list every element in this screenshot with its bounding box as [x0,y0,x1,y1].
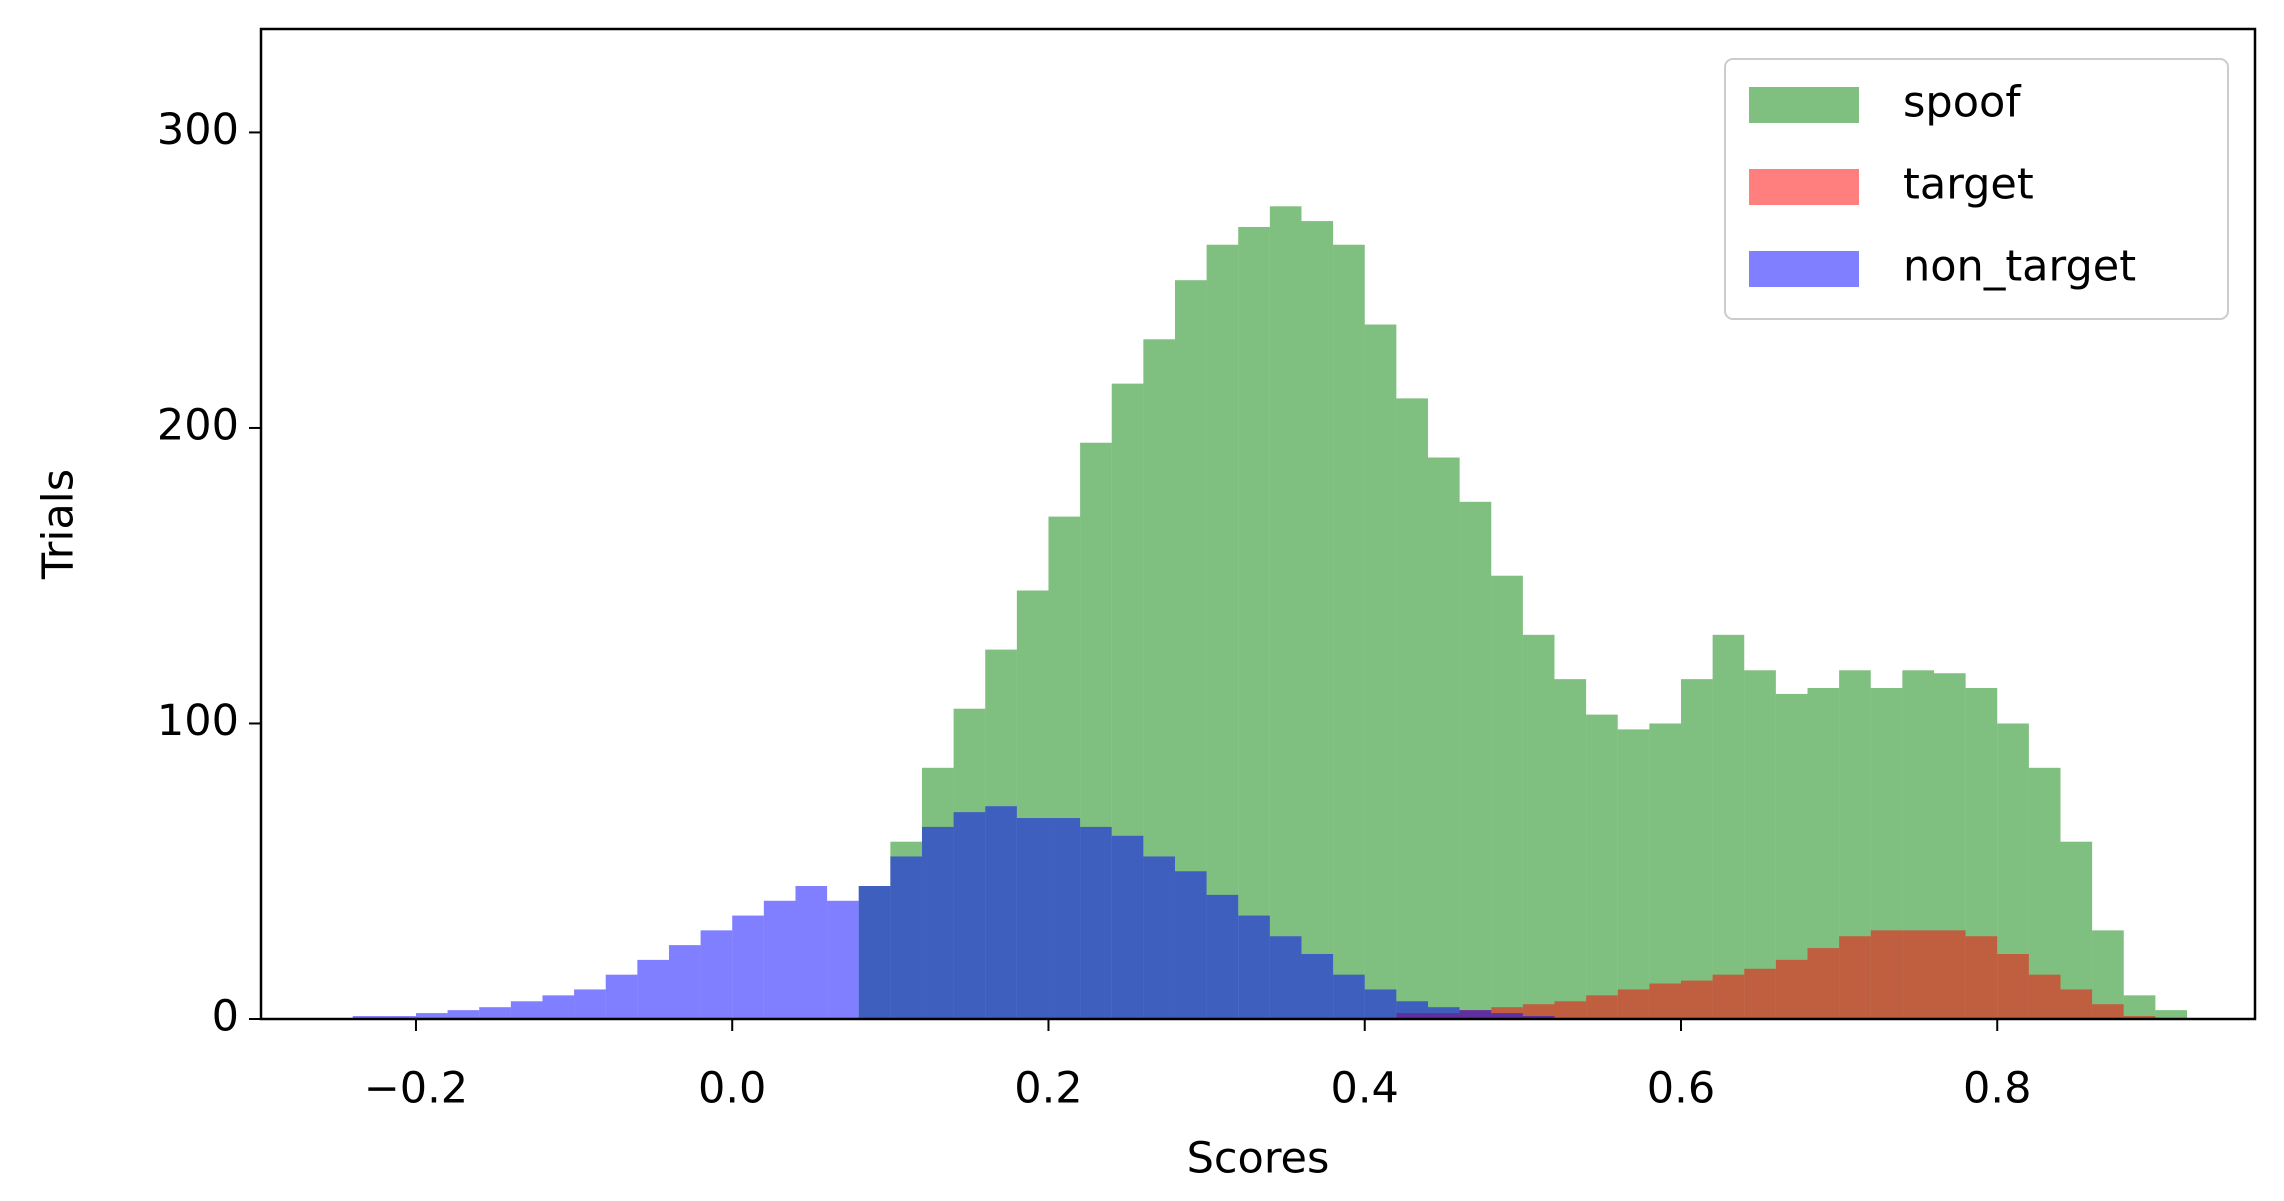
histogram-bar [1459,501,1492,1019]
y-tick-label: 100 [157,696,239,746]
histogram-bar [1744,670,1776,1019]
histogram-bar [1933,930,1966,1019]
x-tick-label: 0.8 [1963,1064,2031,1114]
y-tick-label: 0 [212,992,239,1042]
histogram-bar [1111,835,1144,1019]
histogram-bar [1680,679,1713,1019]
histogram-bar [2092,1004,2124,1019]
histogram-bar [1269,936,1302,1019]
x-tick-label: 0.0 [698,1064,766,1114]
x-tick-label: 0.4 [1331,1064,1399,1114]
histogram-bar [1333,244,1365,1020]
histogram-bar [1206,894,1239,1019]
histogram-bar [1459,1010,1492,1019]
histogram-bar [700,930,733,1019]
histogram-bar [1807,948,1840,1019]
histogram-bar [1997,953,2029,1019]
histogram-bar [1965,936,1998,1019]
histogram-bar [479,1007,511,1019]
histogram-bar [1364,989,1397,1019]
histogram-bar [1712,974,1745,1019]
histogram-bar [1364,324,1397,1019]
histogram-bar [1586,714,1618,1019]
histogram-bar [985,806,1017,1019]
x-tick-label: −0.2 [364,1064,468,1114]
legend-swatch [1749,169,1859,205]
histogram-bar [2123,1016,2156,1019]
histogram-bar [1522,1016,1555,1019]
histogram-bar [1048,818,1081,1019]
histogram-bar [2123,995,2156,1019]
histogram-bar [1080,826,1112,1019]
histogram-bar [1775,959,1808,1019]
histogram-bar [890,856,922,1019]
legend-label: non_target [1903,242,2136,292]
y-tick-label: 200 [157,400,239,450]
histogram-bar [1617,729,1650,1019]
y-tick-label: 300 [157,105,239,155]
histogram-bar [1649,983,1681,1019]
histogram-bar [2028,974,2061,1019]
histogram-bar [1554,1001,1587,1019]
histogram-bar [1174,871,1207,1019]
histogram-bar [1016,818,1049,1019]
histogram-bar [1491,575,1523,1019]
x-tick-label: 0.2 [1014,1064,1082,1114]
histogram-bar [574,989,606,1019]
histogram-bar [384,1016,416,1019]
histogram-bar [510,1001,543,1019]
histogram-bar [858,886,891,1019]
histogram-bar [1206,244,1239,1020]
histogram-bar [668,945,701,1019]
x-tick-label: 0.6 [1647,1064,1715,1114]
histogram-bar [1238,227,1270,1019]
histogram-bar [1427,457,1460,1020]
histogram-bar [732,915,764,1019]
histogram-bar [2060,989,2093,1019]
histogram-bar [763,900,796,1019]
histogram-bar [1586,995,1618,1019]
histogram-bar [1427,1007,1460,1019]
histogram-bar [1744,968,1776,1019]
histogram-bar [1712,634,1745,1019]
histogram-bar [1522,634,1555,1019]
histogram-bar [921,826,954,1019]
histogram-bar [447,1010,480,1019]
y-axis-label: Trials [34,469,84,580]
histogram-bar [637,959,669,1019]
histogram-bar [1396,398,1428,1020]
legend-label: target [1903,160,2034,210]
histogram-bar [1617,989,1650,1019]
histogram-bar [827,900,859,1019]
histogram-bar [2155,1010,2188,1019]
histogram-bar [1491,1013,1523,1019]
histogram-bar [1269,206,1302,1020]
x-axis-label: Scores [1187,1134,1330,1184]
histogram-bar [1396,1001,1428,1019]
histogram-bar [1522,1004,1555,1019]
histogram-bar [1870,930,1903,1019]
plot-frame [259,27,2257,1021]
histogram-bar [415,1013,448,1019]
histogram-bar [1301,953,1334,1019]
histogram-bar [1554,679,1587,1019]
legend-swatch [1749,87,1859,123]
histogram-bar [542,995,575,1019]
histogram-bar [953,812,986,1019]
histogram-bar [352,1016,385,1019]
histogram-bar [1902,930,1934,1019]
histogram-bar [795,886,828,1019]
legend-label: spoof [1903,78,2021,128]
histogram-bar [1649,723,1681,1019]
legend-swatch [1749,251,1859,287]
histogram-bar [605,974,638,1019]
histogram-bar [1238,915,1270,1019]
histogram-bar [1839,936,1871,1019]
histogram-bar [1301,221,1334,1020]
histogram-bar [1143,856,1175,1019]
histogram-bar [1680,980,1713,1019]
histogram-bar [1333,974,1365,1019]
